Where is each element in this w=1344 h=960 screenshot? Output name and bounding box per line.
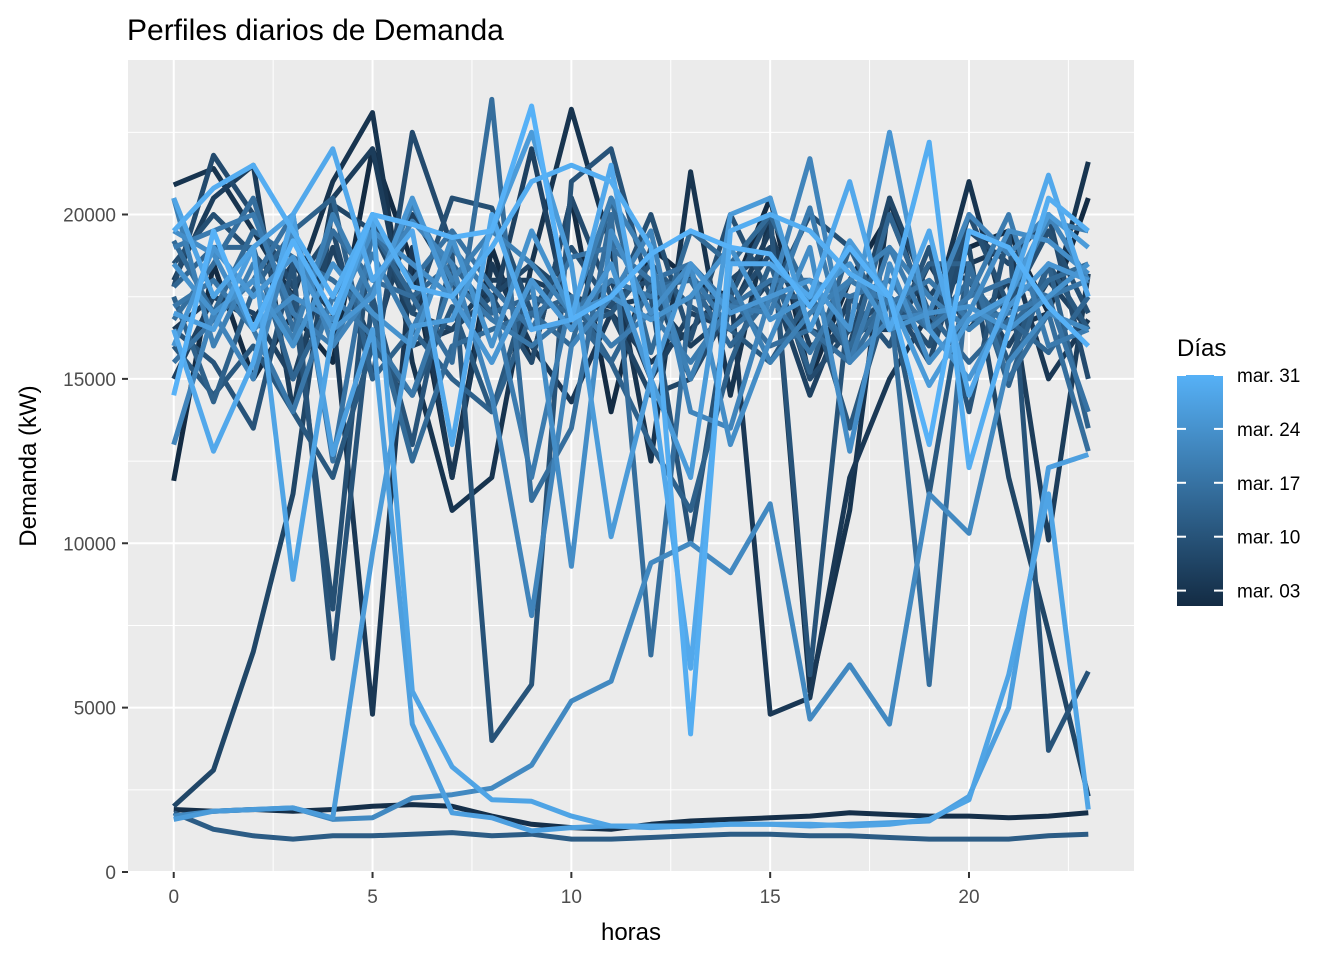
x-axis-title: horas	[601, 919, 661, 946]
series-line-day-28	[171, 197, 1091, 829]
x-tick-label: 0	[168, 887, 179, 908]
series-line-day-31	[171, 103, 1091, 448]
y-axis-title: Demanda (kW)	[15, 385, 42, 546]
series-line-day-16	[171, 96, 1091, 688]
series-line-day-24	[171, 228, 1090, 349]
legend: Días mar. 31 mar. 24 mar. 17 mar. 10 mar. 03	[1177, 335, 1301, 606]
legend-label: mar. 03	[1237, 582, 1300, 603]
x-tick-label: 10	[561, 887, 582, 908]
legend-colorbar	[1177, 375, 1223, 606]
x-tick-label: 15	[760, 887, 781, 908]
y-tick-label: 0	[105, 863, 116, 884]
series-lines	[171, 96, 1091, 842]
axis-ticks	[122, 213, 970, 878]
series-line-day-10	[172, 146, 1091, 753]
y-tick-labels: 0 5000 10000 15000 20000	[63, 206, 116, 884]
legend-title: Días	[1177, 335, 1226, 362]
legend-label: mar. 17	[1237, 474, 1300, 495]
y-tick-label: 5000	[74, 699, 116, 720]
series-line-day-26	[173, 129, 1090, 822]
legend-label: mar. 31	[1237, 366, 1300, 387]
chart-title: Perfiles diarios de Demanda	[127, 14, 504, 47]
x-tick-labels: 0 5 10 15 20	[168, 887, 979, 908]
legend-label: mar. 10	[1237, 528, 1300, 549]
series-line-day-19	[172, 205, 1090, 480]
y-tick-label: 20000	[63, 206, 116, 227]
legend-label: mar. 24	[1237, 420, 1301, 441]
series-line-day-30	[171, 139, 1090, 737]
y-tick-label: 10000	[63, 534, 116, 555]
series-line-day-12	[172, 810, 1089, 842]
y-tick-label: 15000	[63, 370, 116, 391]
x-tick-label: 5	[367, 887, 378, 908]
series-line-day-25	[171, 129, 1090, 382]
x-tick-label: 20	[958, 887, 979, 908]
legend-ticks	[1177, 374, 1223, 592]
legend-labels: mar. 31 mar. 24 mar. 17 mar. 10 mar. 03	[1237, 366, 1301, 603]
